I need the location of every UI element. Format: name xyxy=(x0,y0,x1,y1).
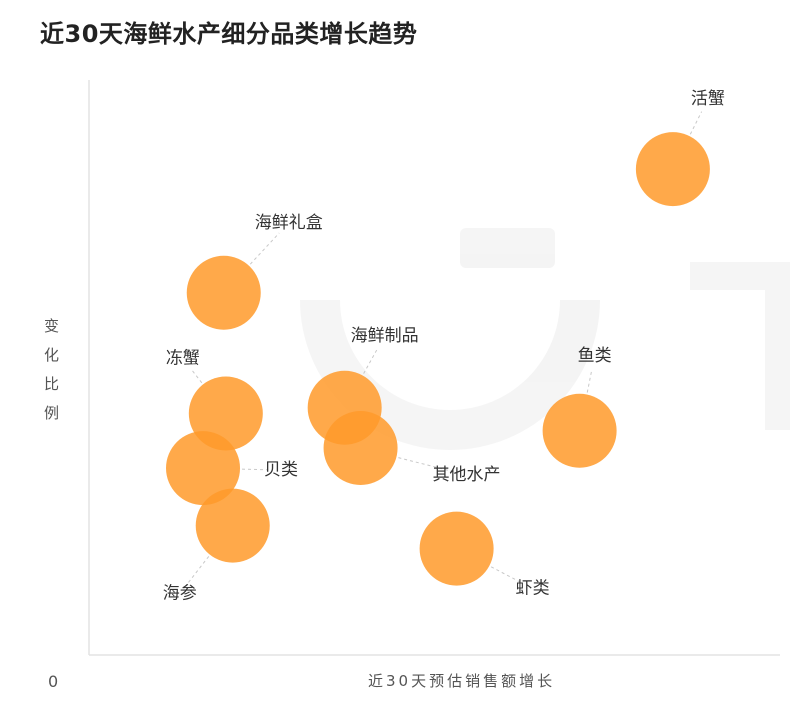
bubble-label: 虾类 xyxy=(516,579,550,599)
bubble-point[interactable] xyxy=(323,411,398,485)
origin-label: 0 xyxy=(48,672,59,691)
leader-line xyxy=(187,556,210,583)
bubble-label: 海参 xyxy=(163,584,197,604)
bubble-point[interactable] xyxy=(635,132,710,207)
leader-line xyxy=(689,111,703,135)
chart-title: 近30天海鲜水产细分品类增长趋势 xyxy=(40,20,418,48)
y-axis-label: 变化比例 xyxy=(42,318,60,434)
leader-line xyxy=(249,232,280,265)
bubble-label: 海鲜制品 xyxy=(351,326,419,346)
leader-line xyxy=(241,468,268,471)
bubble-label: 其他水产 xyxy=(433,465,501,485)
x-axis-label: 近30天预估销售额增长 xyxy=(368,672,556,690)
leader-line xyxy=(363,347,379,374)
bubble-label: 活蟹 xyxy=(691,89,725,109)
bubble-point[interactable] xyxy=(195,488,270,563)
bubble-label: 海鲜礼盒 xyxy=(255,213,323,233)
bubble-point[interactable] xyxy=(542,393,617,468)
bubble-label: 鱼类 xyxy=(578,346,612,366)
bubble-point[interactable] xyxy=(186,255,261,330)
bubble-point[interactable] xyxy=(419,511,494,586)
bubble-point[interactable] xyxy=(166,431,241,506)
leader-line xyxy=(586,369,593,393)
bubble-label: 冻蟹 xyxy=(166,349,200,369)
leader-line xyxy=(191,369,203,384)
bubble-label: 贝类 xyxy=(264,460,298,480)
